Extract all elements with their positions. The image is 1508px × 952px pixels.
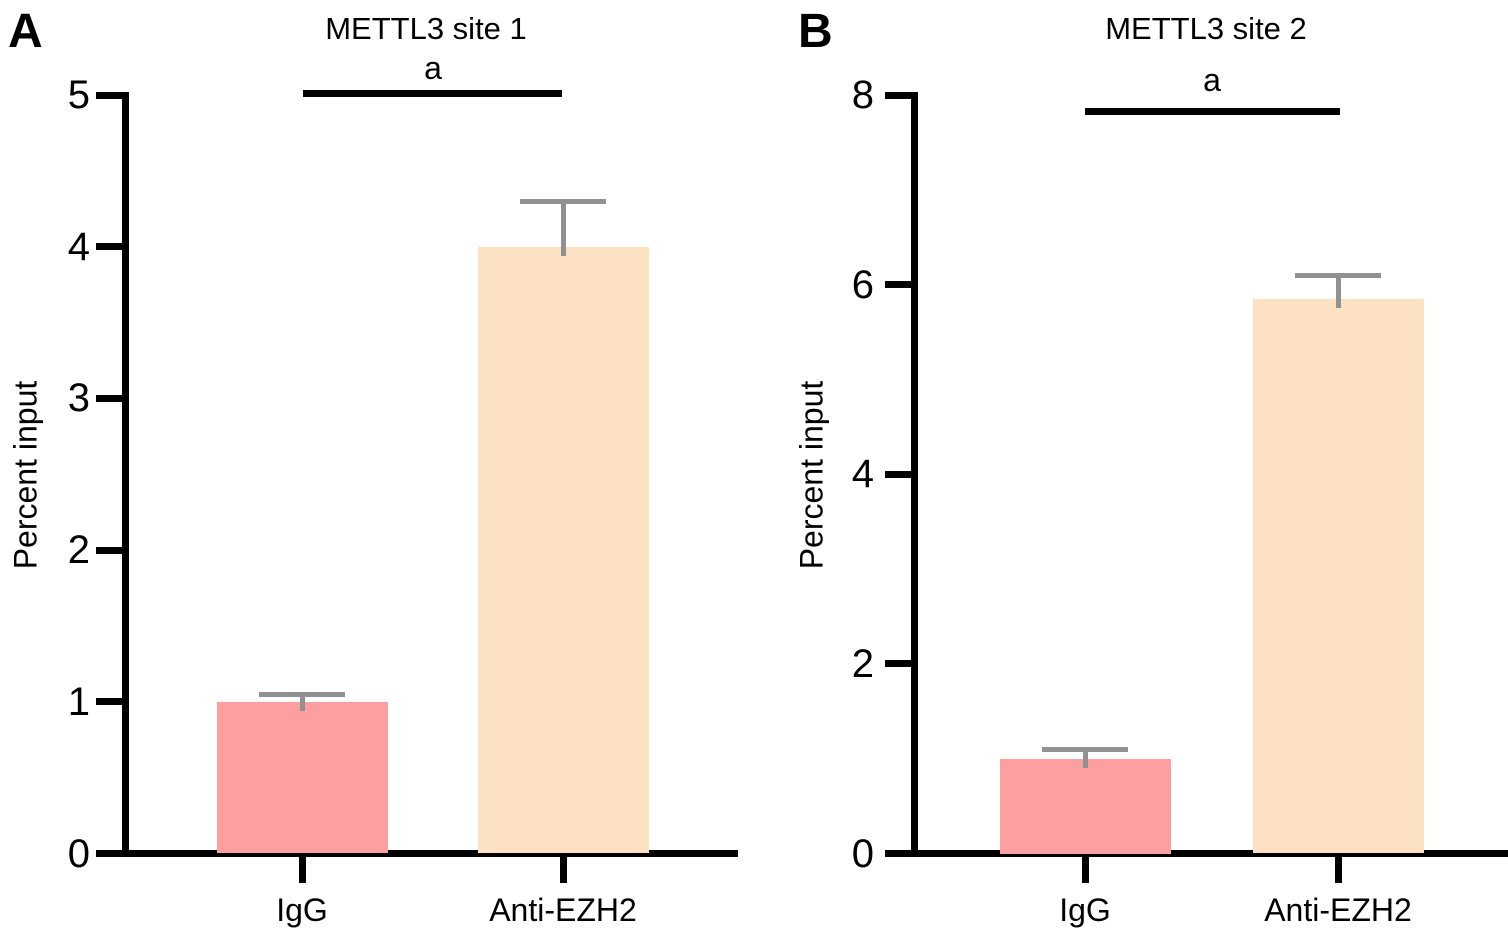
x-axis-tick-igg <box>1081 856 1089 883</box>
bar-igg <box>216 701 388 854</box>
significance-line-b <box>1085 108 1340 115</box>
significance-label-b: a <box>1203 62 1221 98</box>
y-axis-tick-label: 5 <box>67 73 90 117</box>
x-axis-tick-label-anti-ezh2: Anti-EZH2 <box>489 892 637 928</box>
bar-igg <box>999 758 1171 854</box>
error-bar-cap-anti-ezh2 <box>1295 272 1381 278</box>
y-axis-tick-label: 1 <box>67 679 90 724</box>
y-axis-tick-label: 4 <box>851 452 874 497</box>
y-axis-tick <box>885 470 911 478</box>
panel-b: B METTL3 site 2 a Percent input 0 2 4 6 8 IgG… <box>754 0 1508 952</box>
y-axis-tick-label: 4 <box>67 224 90 269</box>
error-bar-cap-igg <box>1042 746 1128 752</box>
y-axis-tick-label: 2 <box>851 641 874 686</box>
error-bar-stem-igg <box>299 694 305 711</box>
y-axis-tick <box>96 546 122 554</box>
y-axis-tick <box>885 281 911 289</box>
significance-line-a <box>303 90 562 97</box>
x-axis-tick-label-anti-ezh2: Anti-EZH2 <box>1264 892 1412 928</box>
panel-letter-a: A <box>8 5 43 58</box>
y-axis-tick-label: 0 <box>851 831 874 876</box>
y-axis-line <box>122 91 129 857</box>
x-axis-line <box>96 850 738 857</box>
panel-letter-b: B <box>798 5 833 58</box>
error-bar-stem-anti-ezh2 <box>560 201 566 256</box>
x-axis-tick-igg <box>298 856 306 883</box>
y-axis-tick-label: 2 <box>67 528 90 573</box>
chart-title-b: METTL3 site 2 <box>1105 11 1307 46</box>
x-axis-tick-label-igg: IgG <box>276 892 328 928</box>
error-bar-stem-igg <box>1082 749 1088 768</box>
bar-anti-ezh2 <box>1252 298 1424 854</box>
significance-label-a: a <box>424 50 442 86</box>
y-axis-tick-label: 3 <box>67 376 90 421</box>
bar-anti-ezh2 <box>477 246 649 854</box>
x-axis-tick-label-igg: IgG <box>1059 892 1111 928</box>
chart-title-a: METTL3 site 1 <box>325 11 527 46</box>
y-axis-tick <box>885 91 911 99</box>
x-axis-line <box>885 850 1508 857</box>
y-axis-tick-label: 8 <box>851 73 874 117</box>
panel-a: A METTL3 site 1 a Percent input 0 1 2 3 4 5 Ig… <box>8 5 738 928</box>
y-axis-tick <box>96 91 122 99</box>
y-axis-tick-label: 6 <box>851 262 874 307</box>
y-axis-tick <box>96 243 122 251</box>
x-axis-tick-anti-ezh2 <box>1334 856 1342 883</box>
y-axis-tick <box>96 394 122 402</box>
error-bar-stem-anti-ezh2 <box>1335 275 1341 308</box>
error-bar-cap-anti-ezh2 <box>520 198 606 204</box>
y-axis-tick-label: 0 <box>67 831 90 876</box>
y-axis-tick <box>885 660 911 668</box>
y-axis-line <box>911 91 918 857</box>
error-bar-cap-igg <box>259 691 345 697</box>
y-axis-tick <box>96 698 122 706</box>
x-axis-tick-anti-ezh2 <box>559 856 567 883</box>
